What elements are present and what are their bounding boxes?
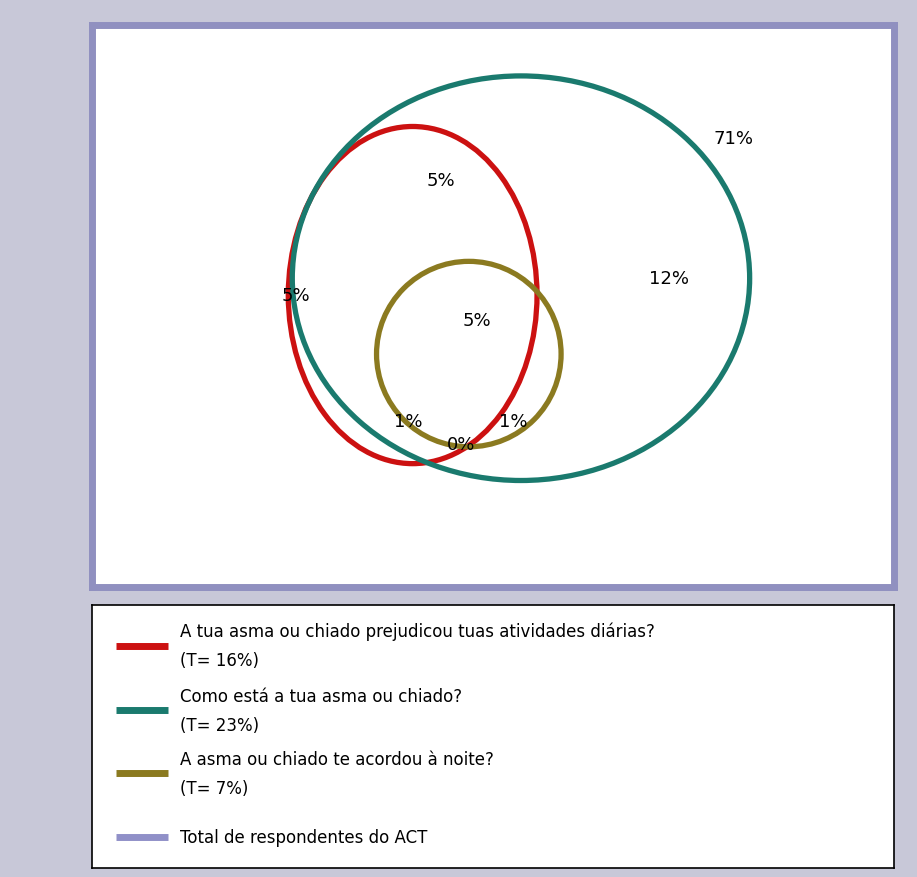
Text: 1%: 1% (499, 413, 527, 431)
Text: Como está a tua asma ou chiado?: Como está a tua asma ou chiado? (180, 687, 462, 705)
Text: A tua asma ou chiado prejudicou tuas atividades diárias?: A tua asma ou chiado prejudicou tuas ati… (180, 622, 655, 641)
Text: 5%: 5% (462, 312, 492, 330)
Text: A asma ou chiado te acordou à noite?: A asma ou chiado te acordou à noite? (180, 750, 494, 768)
Text: (T= 23%): (T= 23%) (180, 716, 260, 734)
Text: 1%: 1% (394, 413, 423, 431)
Text: 71%: 71% (713, 130, 754, 147)
Text: 12%: 12% (649, 270, 690, 288)
Text: 0%: 0% (447, 436, 475, 453)
Text: (T= 7%): (T= 7%) (180, 779, 249, 797)
Text: Total de respondentes do ACT: Total de respondentes do ACT (180, 828, 427, 845)
Text: 5%: 5% (426, 172, 455, 189)
Text: 5%: 5% (282, 287, 311, 304)
Text: (T= 16%): (T= 16%) (180, 652, 259, 669)
